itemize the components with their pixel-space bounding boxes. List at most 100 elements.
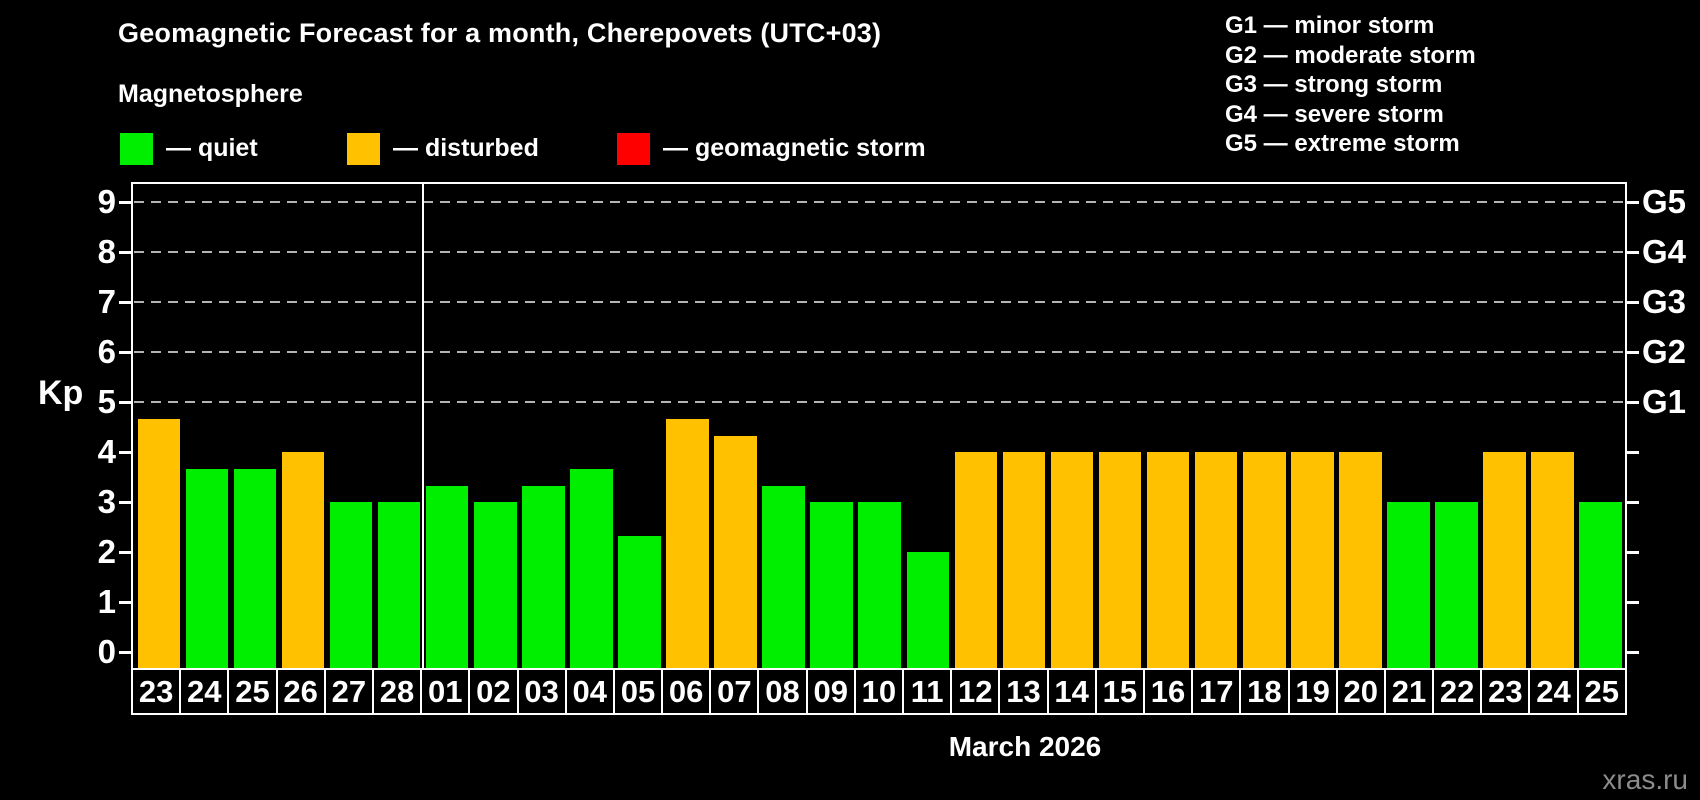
day-label-14: 14 xyxy=(1049,670,1097,713)
legend-item-storm: — geomagnetic storm xyxy=(617,132,926,165)
y-tick-label-9: 9 xyxy=(97,183,116,220)
y-tick-right-4 xyxy=(1627,450,1639,454)
x-axis-month-label: March 2026 xyxy=(948,731,1102,762)
y-tick-left-8 xyxy=(119,250,131,254)
y-tick-left-0 xyxy=(119,650,131,654)
kp-bar-day-14 xyxy=(1050,452,1094,668)
y-tick-right-5 xyxy=(1627,400,1639,404)
kp-bar-day-10 xyxy=(858,502,902,668)
y-tick-right-7 xyxy=(1627,300,1639,304)
kp-bar-day-19 xyxy=(1291,452,1334,668)
day-label-26: 26 xyxy=(278,670,326,713)
y-tick-label-8: 8 xyxy=(97,233,116,270)
gridline-kp9 xyxy=(134,201,1625,203)
day-label-23: 23 xyxy=(133,670,182,713)
day-label-21: 21 xyxy=(1386,670,1435,713)
day-label-01: 01 xyxy=(422,670,471,713)
g-legend-line-g3: G3 — strong storm xyxy=(1225,71,1443,98)
y-tick-label-5: 5 xyxy=(97,383,116,420)
y-tick-left-5 xyxy=(119,400,131,404)
y-tick-label-4: 4 xyxy=(97,433,116,470)
day-label-12: 12 xyxy=(952,670,1001,713)
legend-quiet-label: — quiet xyxy=(166,134,258,162)
day-label-20: 20 xyxy=(1338,670,1386,713)
kp-bar-day-06 xyxy=(666,418,709,668)
day-label-27: 27 xyxy=(326,670,374,713)
kp-bar-day-12 xyxy=(954,452,998,668)
kp-bar-day-01 xyxy=(425,485,469,668)
kp-bar-day-08 xyxy=(762,485,805,668)
day-label-03: 03 xyxy=(519,670,567,713)
y-tick-left-3 xyxy=(119,500,131,504)
kp-bar-day-17 xyxy=(1194,452,1238,668)
y-tick-left-2 xyxy=(119,550,131,554)
day-label-07: 07 xyxy=(711,670,760,713)
y-tick-label-3: 3 xyxy=(97,483,116,520)
day-label-13: 13 xyxy=(1000,670,1049,713)
gridline-kp6 xyxy=(134,351,1625,353)
y-tick-left-6 xyxy=(119,350,131,354)
g-legend-line-g1: G1 — minor storm xyxy=(1225,12,1435,39)
kp-bar-day-03 xyxy=(522,485,565,668)
gridline-kp7 xyxy=(134,301,1625,303)
day-label-25: 25 xyxy=(229,670,278,713)
y-tick-label-7: 7 xyxy=(97,283,116,320)
legend-storm-label: — geomagnetic storm xyxy=(663,134,926,162)
right-axis-label-g5: G5 xyxy=(1642,183,1687,220)
y-tick-label-1: 1 xyxy=(97,583,116,620)
y-tick-right-2 xyxy=(1627,550,1639,554)
kp-bar-day-25 xyxy=(1579,502,1622,668)
chart-title: Geomagnetic Forecast for a month, Cherep… xyxy=(118,18,882,48)
y-tick-left-4 xyxy=(119,450,131,454)
kp-bar-day-23 xyxy=(1483,452,1526,668)
y-tick-right-3 xyxy=(1627,500,1639,504)
kp-bar-day-02 xyxy=(473,502,517,668)
g-legend-line-g4: G4 — severe storm xyxy=(1225,100,1444,128)
y-tick-label-6: 6 xyxy=(97,333,116,370)
day-label-05: 05 xyxy=(615,670,664,713)
gridline-kp8 xyxy=(134,251,1625,253)
y-tick-right-8 xyxy=(1627,250,1639,254)
y-tick-label-2: 2 xyxy=(97,533,116,570)
kp-bar-day-04 xyxy=(570,468,613,668)
right-axis-label-g1: G1 xyxy=(1642,383,1687,420)
kp-bar-day-20 xyxy=(1339,452,1382,668)
g-scale-legend: G1 — minor storm G2 — moderate storm G3 … xyxy=(1225,11,1476,159)
magnetosphere-label: Magnetosphere xyxy=(118,80,303,108)
kp-bar-day-18 xyxy=(1242,452,1286,668)
day-label-28: 28 xyxy=(374,670,423,713)
y-tick-right-1 xyxy=(1627,600,1639,604)
day-label-09: 09 xyxy=(808,670,856,713)
y-axis-label-kp: Kp xyxy=(38,374,84,412)
y-tick-left-7 xyxy=(119,300,131,304)
kp-bar-day-09 xyxy=(810,502,853,668)
day-label-23: 23 xyxy=(1482,670,1531,713)
kp-bar-day-16 xyxy=(1146,452,1190,668)
kp-bar-day-24 xyxy=(185,468,229,668)
kp-bar-day-23 xyxy=(137,418,181,668)
day-label-06: 06 xyxy=(663,670,712,713)
kp-bar-day-13 xyxy=(1002,452,1046,668)
kp-bar-day-26 xyxy=(281,452,325,668)
kp-bar-day-21 xyxy=(1387,502,1430,668)
day-label-15: 15 xyxy=(1097,670,1145,713)
kp-bar-day-27 xyxy=(329,502,373,668)
day-label-24: 24 xyxy=(1530,670,1579,713)
kp-bar-day-24 xyxy=(1531,452,1574,668)
kp-bar-day-28 xyxy=(377,502,421,668)
kp-bar-day-05 xyxy=(618,535,661,668)
quiet-color-swatch xyxy=(120,132,153,165)
day-label-25: 25 xyxy=(1584,673,1619,709)
g-legend-line-g5: G5 — extreme storm xyxy=(1225,130,1460,157)
watermark: xras.ru xyxy=(1602,764,1688,795)
legend-disturbed-label: — disturbed xyxy=(393,134,539,162)
day-label-08: 08 xyxy=(759,670,808,713)
day-label-24: 24 xyxy=(181,670,230,713)
y-tick-left-9 xyxy=(119,200,131,204)
storm-color-swatch xyxy=(617,132,650,165)
kp-bar-day-15 xyxy=(1098,452,1142,668)
day-label-17: 17 xyxy=(1193,670,1242,713)
kp-bar-day-07 xyxy=(714,435,757,668)
